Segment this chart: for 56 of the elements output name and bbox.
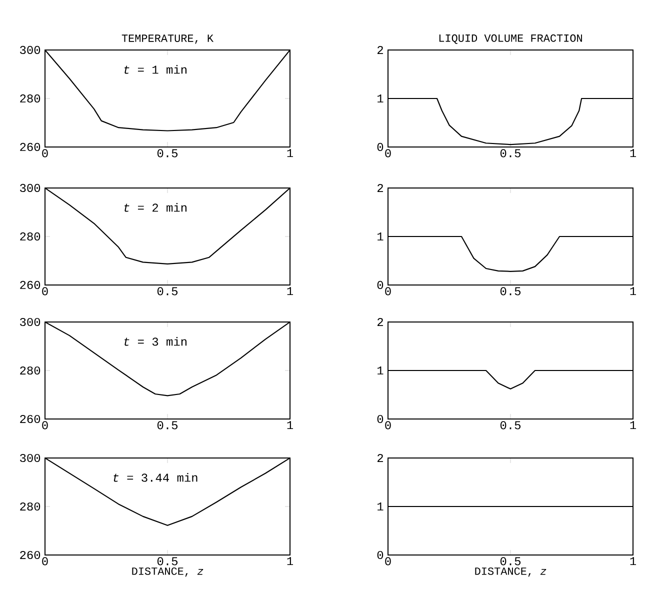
y-tick-label: 1 bbox=[378, 232, 384, 240]
y-tick-label: 0 bbox=[377, 142, 384, 152]
x-tick-label: 0 bbox=[42, 421, 48, 430]
x-tick-label: 0 bbox=[385, 149, 391, 158]
annotation: t = 3 min bbox=[124, 337, 186, 346]
x-tick-label: 0.5 bbox=[500, 149, 521, 158]
y-tick-label: 0 bbox=[377, 280, 384, 290]
x-axis-title: DISTANCE, z bbox=[132, 567, 204, 577]
y-tick-label: 1 bbox=[378, 366, 384, 374]
y-tick-label: 2 bbox=[377, 184, 383, 192]
y-tick-label: 280 bbox=[20, 502, 40, 511]
y-tick-label: 260 bbox=[20, 414, 40, 424]
y-tick-label: 1 bbox=[378, 502, 384, 510]
y-tick-label: 300 bbox=[20, 454, 40, 462]
x-tick-label: 0 bbox=[385, 557, 391, 566]
x-tick-label: 0 bbox=[42, 149, 48, 158]
y-tick-label: 260 bbox=[20, 550, 40, 560]
x-tick-label: 1 bbox=[287, 421, 294, 430]
x-tick-label: 0.5 bbox=[157, 287, 178, 296]
x-tick-label: 0 bbox=[385, 287, 391, 296]
x-tick-label: 1 bbox=[287, 557, 294, 566]
y-tick-label: 2 bbox=[377, 454, 383, 462]
y-tick-label: 300 bbox=[20, 318, 40, 326]
chart-title: LIQUID VOLUME FRACTION bbox=[439, 34, 582, 44]
x-tick-label: 0.5 bbox=[500, 421, 521, 430]
y-tick-label: 260 bbox=[20, 142, 40, 152]
y-tick-label: 260 bbox=[20, 280, 40, 290]
x-tick-label: 0.5 bbox=[157, 421, 178, 430]
x-tick-label: 0 bbox=[42, 557, 48, 566]
x-tick-label: 1 bbox=[287, 287, 294, 296]
x-tick-label: 0.5 bbox=[500, 287, 521, 296]
annotation: t = 1 min bbox=[124, 65, 186, 74]
y-tick-label: 0 bbox=[377, 414, 384, 424]
x-tick-label: 0 bbox=[385, 421, 391, 430]
x-tick-label: 0.5 bbox=[157, 557, 178, 566]
x-tick-label: 1 bbox=[630, 287, 636, 296]
x-tick-label: 0 bbox=[42, 287, 48, 296]
y-tick-label: 2 bbox=[377, 318, 383, 326]
chart-title: TEMPERATURE, K bbox=[122, 34, 214, 44]
y-tick-label: 300 bbox=[20, 46, 40, 54]
annotation: t = 3.44 min bbox=[114, 473, 198, 482]
y-tick-label: 0 bbox=[377, 550, 384, 560]
y-tick-label: 300 bbox=[20, 184, 40, 192]
annotation: t = 2 min bbox=[124, 203, 186, 212]
x-axis-title: DISTANCE, z bbox=[475, 567, 546, 577]
x-tick-label: 0.5 bbox=[500, 557, 521, 566]
y-tick-label: 280 bbox=[20, 366, 40, 375]
x-tick-label: 1 bbox=[630, 149, 636, 158]
x-tick-label: 1 bbox=[630, 557, 636, 566]
x-tick-label: 0.5 bbox=[157, 149, 178, 158]
x-tick-label: 1 bbox=[287, 149, 294, 158]
y-tick-label: 280 bbox=[20, 232, 40, 241]
x-tick-label: 1 bbox=[630, 421, 636, 430]
y-tick-label: 280 bbox=[20, 94, 40, 103]
y-tick-label: 1 bbox=[378, 94, 384, 102]
y-tick-label: 2 bbox=[377, 46, 383, 54]
